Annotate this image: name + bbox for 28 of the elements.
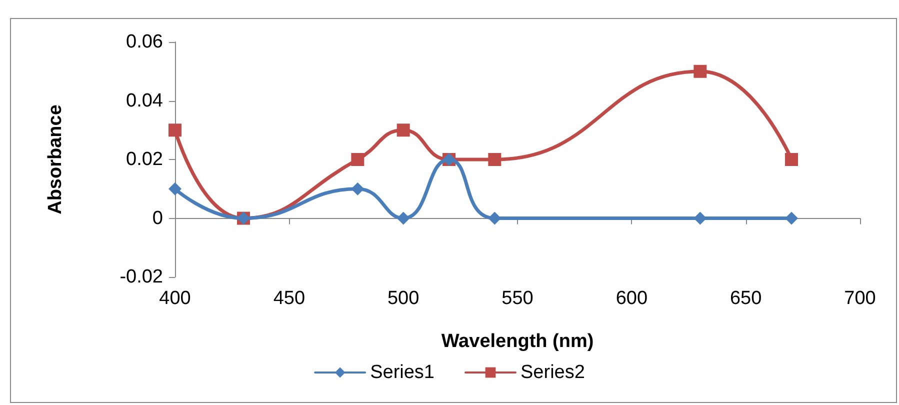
- x-tick-label: 650: [730, 288, 762, 309]
- y-tick-label: 0.06: [126, 32, 163, 52]
- x-tick-label: 600: [616, 288, 648, 309]
- x-axis-title: Wavelength (nm): [441, 331, 594, 352]
- y-tick-label: -0.02: [120, 266, 163, 288]
- x-tick-label: 550: [502, 288, 534, 309]
- point: [488, 153, 502, 166]
- point: [168, 124, 182, 137]
- point: [694, 212, 707, 225]
- y-tick-label: 0.02: [126, 149, 163, 170]
- x-tick-label: 700: [844, 288, 876, 309]
- y-axis-title: Absorbance: [45, 104, 66, 214]
- point: [694, 64, 707, 78]
- point: [168, 182, 182, 196]
- point: [488, 212, 502, 225]
- point: [396, 124, 410, 137]
- y-tick-label: 0: [152, 208, 163, 229]
- point: [396, 212, 410, 225]
- x-tick-label: 450: [273, 288, 306, 309]
- point: [785, 153, 798, 166]
- legend-label: Series2: [520, 362, 585, 383]
- legend-label: Series1: [370, 362, 434, 383]
- point: [785, 212, 798, 225]
- point: [351, 153, 364, 166]
- point: [351, 182, 364, 196]
- x-tick-label: 400: [159, 288, 191, 309]
- y-tick-label: 0.04: [126, 90, 164, 112]
- x-tick-label: 500: [387, 288, 420, 309]
